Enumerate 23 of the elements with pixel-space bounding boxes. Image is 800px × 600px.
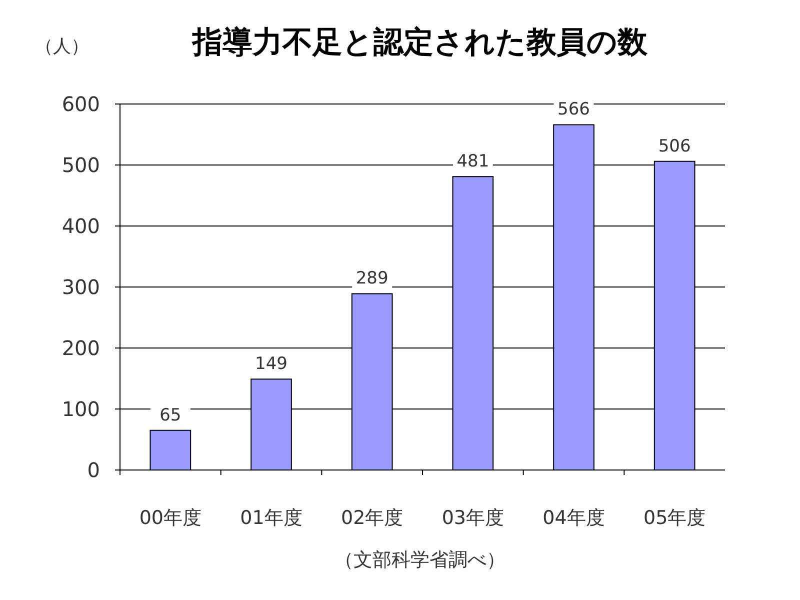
y-tick-label: 600 (62, 92, 100, 116)
y-tick-label: 100 (62, 397, 100, 421)
x-tick-label: 02年度 (340, 507, 404, 529)
x-axis-title: （文部科学省調べ） (334, 549, 506, 571)
x-tick-label: 04年度 (542, 507, 605, 529)
data-label: 481 (456, 152, 490, 172)
x-tick-label: 03年度 (442, 507, 504, 529)
data-label: 149 (255, 354, 288, 374)
data-label: 289 (356, 268, 388, 289)
y-tick-label: 0 (87, 458, 100, 482)
data-label: 566 (558, 100, 590, 120)
data-label: 506 (658, 136, 691, 156)
x-tick-label: 05年度 (643, 507, 706, 529)
x-tick-label: 00年度 (139, 507, 202, 529)
y-axis-title: （人） (35, 36, 89, 57)
y-tick-label: 400 (62, 214, 100, 238)
y-tick-label: 500 (62, 153, 100, 177)
data-label: 65 (160, 405, 182, 426)
bar (150, 430, 192, 470)
chart-title: 指導力不足と認定された教員の数 (192, 25, 648, 60)
y-tick-label: 300 (62, 275, 100, 299)
y-tick-label: 200 (62, 336, 100, 360)
x-tick-label: 01年度 (240, 507, 302, 529)
